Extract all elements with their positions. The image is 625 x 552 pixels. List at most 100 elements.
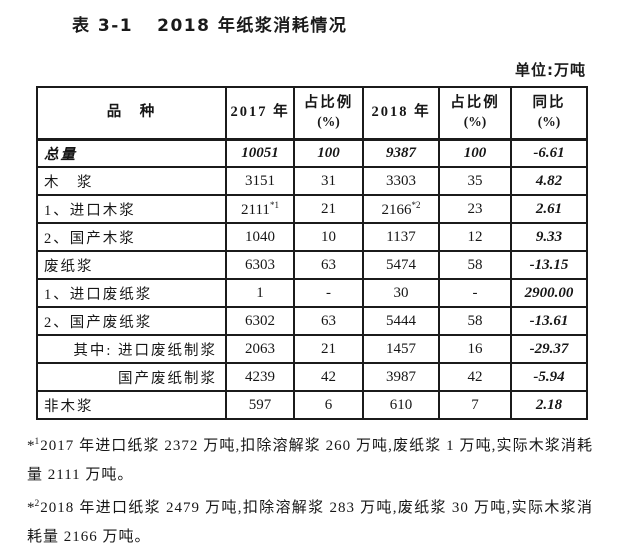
table-title: 2018 年纸浆消耗情况: [157, 16, 348, 36]
value: 2166: [381, 201, 412, 218]
column-header-share-2018: 占比例 (%): [438, 86, 512, 141]
column-header-yoy-unit: (%): [537, 114, 561, 130]
cell-2017-value: 3151: [225, 166, 295, 196]
cell-2018-value: 1137: [362, 222, 440, 252]
cell-2017-value: 10051: [225, 138, 295, 168]
cell-2017-share: 6: [293, 390, 364, 420]
footnote-1-text: 2017 年进口纸浆 2372 万吨,扣除溶解浆 260 万吨,废纸浆 1 万吨…: [27, 438, 593, 483]
cell-yoy: -6.61: [510, 138, 588, 168]
table-row-domestic-wp-pulping: 国产废纸制浆 4239 42 3987 42 -5.94: [36, 362, 588, 392]
cell-2017-share: 63: [293, 250, 364, 280]
table-row-domestic-wood-pulp: 2、国产木浆 1040 10 1137 12 9.33: [36, 222, 588, 252]
cell-2017-share: 10: [293, 222, 364, 252]
unit-label: 单位:万吨: [515, 61, 586, 79]
cell-2018-share: 16: [438, 334, 512, 364]
cell-2018-value: 9387: [362, 138, 440, 168]
asterisk-marker: *: [27, 500, 35, 516]
cell-2017-share: 63: [293, 306, 364, 336]
cell-2017-share: 21: [293, 194, 364, 224]
page-title: 表 3-1 2018 年纸浆消耗情况: [72, 11, 347, 36]
value: 2111: [241, 201, 270, 218]
cell-2017-share: 42: [293, 362, 364, 392]
table-row-non-wood-pulp: 非木浆 597 6 610 7 2.18: [36, 390, 588, 420]
row-label: 木 浆: [36, 166, 227, 196]
table-row-imported-wood-pulp: 1、进口木浆 2111*1 21 2166*2 23 2.61: [36, 194, 588, 224]
footnote-ref-1: *1: [269, 199, 279, 210]
column-header-2017: 2017 年: [225, 86, 295, 141]
cell-2017-share: -: [293, 278, 364, 308]
table-number: 表 3-1: [72, 16, 134, 36]
cell-2017-value: 1040: [225, 222, 295, 252]
cell-2018-share: -: [438, 278, 512, 308]
row-label: 废纸浆: [36, 250, 227, 280]
column-header-2018: 2018 年: [362, 86, 440, 141]
column-header-yoy-line1: 同比: [532, 94, 566, 111]
row-label: 总量: [36, 138, 227, 168]
cell-2017-value: 6302: [225, 306, 295, 336]
cell-yoy: 2900.00: [510, 278, 588, 308]
cell-2018-share: 42: [438, 362, 512, 392]
row-label: 国产废纸制浆: [36, 362, 227, 392]
cell-2018-value: 5444: [362, 306, 440, 336]
cell-2017-share: 100: [293, 138, 364, 168]
cell-yoy: 2.61: [510, 194, 588, 224]
row-label: 1、进口木浆: [36, 194, 227, 224]
cell-2018-value: 5474: [362, 250, 440, 280]
cell-yoy: -5.94: [510, 362, 588, 392]
cell-2017-value: 2063: [225, 334, 295, 364]
table-row-of-which-imported-wp-pulping: 其中: 进口废纸制浆 2063 21 1457 16 -29.37: [36, 334, 588, 364]
footnote-1-number: 1: [34, 437, 41, 447]
cell-2017-value: 1: [225, 278, 295, 308]
column-header-share-2017: 占比例 (%): [293, 86, 364, 141]
row-label: 1、进口废纸浆: [36, 278, 227, 308]
cell-2018-share: 35: [438, 166, 512, 196]
cell-yoy: 4.82: [510, 166, 588, 196]
cell-2018-share: 23: [438, 194, 512, 224]
table-row-wood-pulp: 木 浆 3151 31 3303 35 4.82: [36, 166, 588, 196]
cell-2017-share: 31: [293, 166, 364, 196]
column-header-share-2017-unit: (%): [317, 114, 340, 130]
cell-yoy: -13.61: [510, 306, 588, 336]
column-header-share-2017-line1: 占比例: [303, 94, 354, 111]
row-label: 2、国产木浆: [36, 222, 227, 252]
column-header-yoy: 同比 (%): [510, 86, 588, 141]
cell-yoy: -13.15: [510, 250, 588, 280]
cell-2017-value: 6303: [225, 250, 295, 280]
footnote-2-number: 2: [34, 499, 41, 509]
table-row-domestic-waste-paper-pulp: 2、国产废纸浆 6302 63 5444 58 -13.61: [36, 306, 588, 336]
column-header-variety: 品 种: [36, 86, 227, 141]
footnote-2: *22018 年进口纸浆 2479 万吨,扣除溶解浆 283 万吨,废纸浆 30…: [27, 490, 593, 552]
cell-2018-value: 2166*2: [362, 194, 440, 224]
cell-2017-value: 4239: [225, 362, 295, 392]
row-label: 非木浆: [36, 390, 227, 420]
table-row-total: 总量 10051 100 9387 100 -6.61: [36, 138, 588, 168]
cell-2018-value: 30: [362, 278, 440, 308]
footnote-2-text: 2018 年进口纸浆 2479 万吨,扣除溶解浆 283 万吨,废纸浆 30 万…: [27, 500, 593, 545]
cell-2017-value: 2111*1: [225, 194, 295, 224]
row-label: 其中: 进口废纸制浆: [36, 334, 227, 364]
cell-2018-value: 3303: [362, 166, 440, 196]
pulp-consumption-table: 品 种 2017 年 占比例 (%) 2018 年 占比例 (%) 同比 (%): [36, 86, 588, 420]
cell-2018-share: 100: [438, 138, 512, 168]
column-header-share-2018-line1: 占比例: [450, 94, 500, 111]
row-label: 2、国产废纸浆: [36, 306, 227, 336]
cell-2018-value: 1457: [362, 334, 440, 364]
cell-2018-share: 58: [438, 306, 512, 336]
table-row-waste-paper-pulp: 废纸浆 6303 63 5474 58 -13.15: [36, 250, 588, 280]
cell-2018-share: 12: [438, 222, 512, 252]
table-row-imported-waste-paper-pulp: 1、进口废纸浆 1 - 30 - 2900.00: [36, 278, 588, 308]
footnotes: *12017 年进口纸浆 2372 万吨,扣除溶解浆 260 万吨,废纸浆 1 …: [27, 428, 593, 552]
column-header-share-2018-unit: (%): [463, 114, 487, 130]
footnote-1: *12017 年进口纸浆 2372 万吨,扣除溶解浆 260 万吨,废纸浆 1 …: [27, 428, 593, 490]
cell-2018-share: 58: [438, 250, 512, 280]
cell-yoy: 2.18: [510, 390, 588, 420]
cell-2017-value: 597: [225, 390, 295, 420]
cell-yoy: 9.33: [510, 222, 588, 252]
cell-2017-share: 21: [293, 334, 364, 364]
footnote-ref-2: *2: [411, 199, 421, 210]
document-page: 表 3-1 2018 年纸浆消耗情况 单位:万吨 品 种 2017 年 占比例 (…: [27, 11, 592, 545]
cell-2018-value: 610: [362, 390, 440, 420]
asterisk-marker: *: [27, 438, 35, 454]
cell-2018-value: 3987: [362, 362, 440, 392]
header-row: 品 种 2017 年 占比例 (%) 2018 年 占比例 (%) 同比 (%): [36, 86, 588, 141]
